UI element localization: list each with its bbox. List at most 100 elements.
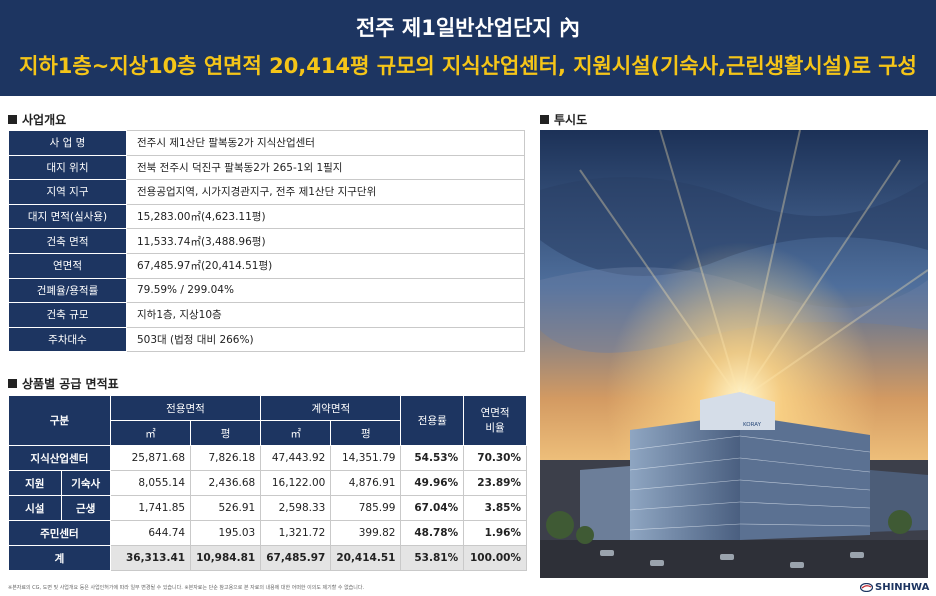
cell-ct-py: 4,876.91 — [330, 470, 402, 496]
table-row: 시설 근생 1,741.85 526.91 2,598.33 785.99 67… — [8, 495, 527, 521]
row-label: 지식산업센터 — [8, 445, 111, 471]
overview-value: 11,533.74㎡(3,488.96평) — [126, 228, 525, 254]
cell-ex-m2: 1,741.85 — [109, 495, 192, 521]
cell-ratio: 53.81% — [400, 545, 465, 571]
header-ex-sqm: ㎡ — [109, 420, 192, 446]
overview-value: 지하1층, 지상10층 — [126, 302, 525, 328]
row-label: 기숙사 — [60, 470, 111, 496]
cell-share: 70.30% — [463, 445, 527, 471]
building-rendering-illustration: KORAY — [540, 130, 928, 578]
overview-value: 67,485.97㎡(20,414.51평) — [126, 252, 525, 279]
square-bullet-icon — [8, 115, 17, 124]
overview-label: 대지 면적(실사용) — [8, 203, 127, 230]
cell-ct-m2: 2,598.33 — [260, 495, 332, 521]
overview-label: 사 업 명 — [8, 130, 127, 156]
overview-row: 건축 규모 지하1층, 지상10층 — [8, 302, 525, 328]
cell-ct-py: 399.82 — [330, 520, 402, 546]
overview-value: 전주시 제1산단 팔복동2가 지식산업센터 — [126, 130, 525, 156]
overview-row: 건축 면적 11,533.74㎡(3,488.96평) — [8, 228, 525, 254]
header-contract-area: 계약면적 — [260, 395, 402, 421]
overview-table: 사 업 명 전주시 제1산단 팔복동2가 지식산업센터 대지 위치 전북 전주시 덕진… — [8, 130, 525, 353]
overview-value: 79.59% / 299.04% — [126, 277, 525, 304]
page-subtitle: 지하1층~지상10층 연면적 20,414평 규모의 지식산업센터, 지원시설(… — [19, 54, 917, 78]
overview-row: 대지 위치 전북 전주시 덕진구 팔복동2가 265-1외 1필지 — [8, 154, 525, 181]
cell-ratio: 49.96% — [400, 470, 465, 496]
overview-label: 주차대수 — [8, 326, 127, 353]
overview-value: 전용공업지역, 시가지경관지구, 전주 제1산단 지구단위 — [126, 179, 525, 205]
header-division: 구분 — [8, 395, 111, 446]
cell-ratio: 67.04% — [400, 495, 465, 521]
cell-ex-m2: 8,055.14 — [109, 470, 192, 496]
square-bullet-icon — [8, 379, 17, 388]
page-title: 전주 제1일반산업단지 內 — [355, 16, 581, 40]
shinhwa-logo-icon — [860, 583, 873, 592]
overview-label: 건폐율/용적률 — [8, 277, 127, 304]
cell-share: 3.85% — [463, 495, 527, 521]
cell-ct-py: 785.99 — [330, 495, 402, 521]
overview-label: 지역 지구 — [8, 179, 127, 205]
overview-title-text: 사업개요 — [22, 113, 67, 127]
cell-ratio: 54.53% — [400, 445, 465, 471]
brand-name: SHINHWA — [875, 582, 930, 593]
row-label: 주민센터 — [8, 520, 111, 546]
overview-row: 주차대수 503대 (법정 대비 266%) — [8, 326, 525, 353]
rendering-section-title: 투시도 — [540, 111, 587, 128]
overview-label: 건축 규모 — [8, 302, 127, 328]
group-label-top: 지원 — [8, 470, 62, 496]
rendering-title-text: 투시도 — [554, 113, 588, 127]
overview-row: 건폐율/용적률 79.59% / 299.04% — [8, 277, 525, 304]
table-subheader-row: ㎡ 평 ㎡ 평 — [9, 420, 527, 446]
cell-ex-py: 10,984.81 — [190, 545, 262, 571]
group-label-bottom: 시설 — [8, 495, 62, 521]
cell-ex-m2: 644.74 — [109, 520, 192, 546]
row-label: 근생 — [60, 495, 111, 521]
overview-value: 전북 전주시 덕진구 팔복동2가 265-1외 1필지 — [126, 154, 525, 181]
overview-value: 503대 (법정 대비 266%) — [126, 326, 525, 353]
overview-section-title: 사업개요 — [8, 111, 66, 128]
building-sign-text: KORAY — [743, 422, 762, 428]
cell-ct-py: 20,414.51 — [330, 545, 402, 571]
overview-row: 사 업 명 전주시 제1산단 팔복동2가 지식산업센터 — [8, 130, 525, 156]
cell-share: 100.00% — [463, 545, 527, 571]
header-ct-pyeong: 평 — [330, 420, 402, 446]
cell-ct-m2: 16,122.00 — [260, 470, 332, 496]
header-exclusive-ratio: 전용률 — [400, 395, 465, 446]
table-row: 주민센터 644.74 195.03 1,321.72 399.82 48.78… — [8, 520, 527, 546]
overview-row: 대지 면적(실사용) 15,283.00㎡(4,623.11평) — [8, 203, 525, 230]
header-ct-sqm: ㎡ — [260, 420, 332, 446]
cell-ex-m2: 36,313.41 — [109, 545, 192, 571]
footer-disclaimer: ※본자료의 CG, 도면 및 사업개요 등은 사업인허가에 따라 일부 변경될 … — [8, 585, 365, 591]
header-exclusive-area: 전용면적 — [109, 395, 262, 421]
cell-ct-m2: 1,321.72 — [260, 520, 332, 546]
row-label: 계 — [8, 545, 111, 571]
supply-section-title: 상품별 공급 면적표 — [8, 375, 119, 392]
building-perspective-image: KORAY — [540, 130, 928, 578]
cell-ex-m2: 25,871.68 — [109, 445, 192, 471]
cell-ex-py: 526.91 — [190, 495, 262, 521]
overview-value: 15,283.00㎡(4,623.11평) — [126, 203, 525, 230]
header-floor-area-ratio: 연면적 비율 — [463, 395, 527, 446]
supply-area-table: 구분 전용면적 계약면적 전용률 연면적 비율 ㎡ 평 ㎡ 평 지식산업센터 2… — [8, 395, 527, 571]
cell-ex-py: 195.03 — [190, 520, 262, 546]
overview-row: 연면적 67,485.97㎡(20,414.51평) — [8, 252, 525, 279]
cell-ratio: 48.78% — [400, 520, 465, 546]
supply-title-text: 상품별 공급 면적표 — [22, 377, 119, 391]
table-row: 지식산업센터 25,871.68 7,826.18 47,443.92 14,3… — [8, 445, 527, 471]
table-header-row: 구분 전용면적 계약면적 전용률 연면적 비율 — [8, 395, 527, 446]
table-row: 지원 기숙사 8,055.14 2,436.68 16,122.00 4,876… — [8, 470, 527, 496]
header-banner: 전주 제1일반산업단지 內 지하1층~지상10층 연면적 20,414평 규모의… — [0, 0, 936, 96]
cell-share: 1.96% — [463, 520, 527, 546]
table-total-row: 계 36,313.41 10,984.81 67,485.97 20,414.5… — [8, 545, 527, 571]
cell-ct-m2: 47,443.92 — [260, 445, 332, 471]
header-ex-pyeong: 평 — [190, 420, 262, 446]
overview-label: 대지 위치 — [8, 154, 127, 181]
cell-ex-py: 7,826.18 — [190, 445, 262, 471]
cell-ex-py: 2,436.68 — [190, 470, 262, 496]
cell-share: 23.89% — [463, 470, 527, 496]
cell-ct-m2: 67,485.97 — [260, 545, 332, 571]
overview-label: 건축 면적 — [8, 228, 127, 254]
cell-ct-py: 14,351.79 — [330, 445, 402, 471]
square-bullet-icon — [540, 115, 549, 124]
overview-row: 지역 지구 전용공업지역, 시가지경관지구, 전주 제1산단 지구단위 — [8, 179, 525, 205]
overview-label: 연면적 — [8, 252, 127, 279]
